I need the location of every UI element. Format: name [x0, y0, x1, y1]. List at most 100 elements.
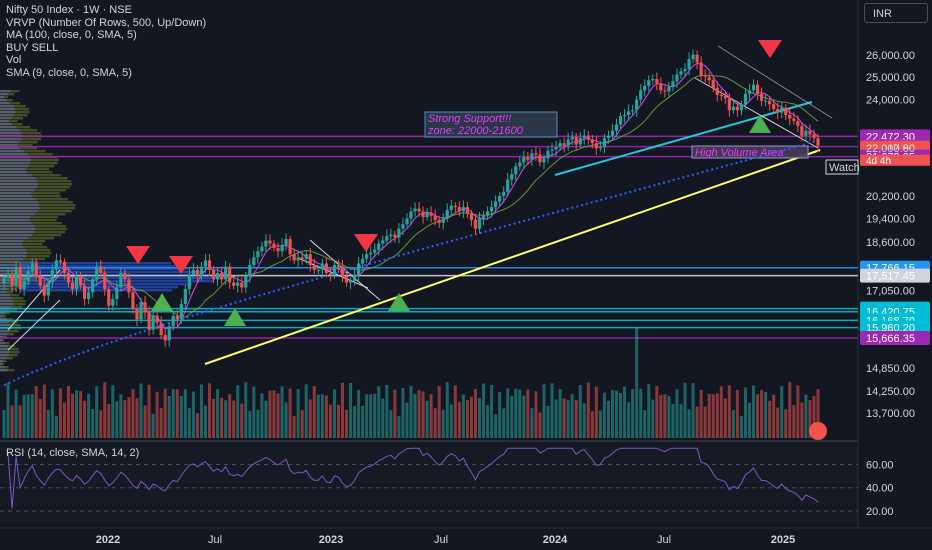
- volume-bar: [171, 388, 175, 438]
- legend-symbol[interactable]: Nifty 50 Index · 1W · NSE: [6, 4, 132, 16]
- candle-body: [131, 292, 135, 310]
- volume-bar: [401, 387, 405, 438]
- candle-body: [248, 265, 252, 277]
- volume-bar: [667, 396, 671, 438]
- candle-body: [66, 272, 71, 283]
- legend-buy-sell[interactable]: BUY SELL: [6, 41, 59, 54]
- volume-bar: [445, 382, 449, 438]
- legend-vol[interactable]: Vol: [6, 54, 22, 67]
- volume-bar: [224, 400, 228, 438]
- profile-row: [0, 258, 24, 261]
- volume-bar: [147, 384, 151, 438]
- volume-bar: [417, 390, 421, 438]
- watch-label: Watch: [829, 162, 860, 174]
- volume-bar: [623, 386, 627, 438]
- rsi-legend[interactable]: RSI (14, close, SMA, 14, 2): [6, 447, 140, 459]
- price-tick: 13,700.00: [866, 408, 915, 420]
- volume-bar: [143, 405, 147, 438]
- volume-bar: [602, 392, 606, 438]
- candle-body: [788, 114, 792, 119]
- currency-selector[interactable]: INR: [864, 3, 928, 23]
- profile-row: [30, 162, 58, 165]
- candle-body: [155, 315, 159, 323]
- profile-row: [23, 258, 45, 261]
- volume-bar: [558, 389, 562, 438]
- profile-row: [5, 312, 10, 315]
- candle-body: [82, 285, 87, 299]
- support-label: zone: 22000-21600: [427, 125, 524, 137]
- volume-bar: [208, 383, 212, 438]
- candle-body: [631, 110, 635, 112]
- profile-row: [6, 291, 13, 294]
- volume-bar: [232, 400, 236, 438]
- profile-row: [16, 126, 31, 129]
- time-tick: 2023: [319, 534, 343, 546]
- profile-row: [20, 265, 176, 268]
- profile-row: [4, 366, 9, 369]
- candle-body: [707, 76, 711, 81]
- candle-body: [812, 134, 816, 139]
- volume-bar: [610, 390, 614, 438]
- volume-bar: [421, 391, 425, 438]
- profile-row: [27, 153, 53, 156]
- volume-bar: [377, 386, 381, 438]
- candle-body: [578, 138, 582, 145]
- volume-bar: [518, 389, 522, 438]
- price-tick: 18,600.00: [866, 237, 915, 249]
- volume-bar: [79, 391, 83, 438]
- volume-bar: [22, 394, 26, 438]
- volume-bar: [764, 391, 768, 438]
- time-tick: Jul: [434, 534, 448, 546]
- candle-body: [111, 298, 115, 306]
- profile-row: [20, 286, 178, 289]
- candle-body: [453, 205, 457, 208]
- profile-row: [9, 330, 19, 333]
- chart-legend: Nifty 50 Index · 1W · NSE VRVP (Number O…: [6, 4, 206, 80]
- volume-bar: [546, 405, 550, 438]
- volume-bar: [216, 389, 220, 438]
- candle-body: [614, 124, 619, 131]
- profile-row: [15, 108, 30, 111]
- support-label: Strong Support!!!: [428, 113, 511, 125]
- profile-row: [0, 330, 10, 333]
- candle-body: [328, 272, 333, 275]
- candle-body: [115, 287, 119, 299]
- candle-body: [123, 272, 127, 280]
- profile-row: [0, 165, 29, 168]
- sell-signal-icon: [169, 256, 193, 274]
- candle-body: [232, 282, 236, 286]
- candle-body: [336, 265, 341, 267]
- volume-bar: [71, 393, 75, 438]
- legend-sma[interactable]: SMA (9, close, 0, SMA, 5): [6, 66, 132, 79]
- volume-bar: [292, 415, 296, 438]
- volume-bar: [663, 394, 667, 438]
- support-trendline: [204, 149, 821, 365]
- candle-body: [558, 143, 562, 147]
- volume-bar: [260, 393, 264, 438]
- profile-row: [0, 225, 35, 228]
- profile-row: [9, 348, 19, 351]
- profile-row: [0, 354, 10, 357]
- rsi-line: [7, 447, 819, 509]
- volume-bar: [244, 382, 248, 438]
- candle-body: [816, 138, 820, 146]
- volume-bar: [502, 408, 506, 438]
- candle-body: [87, 292, 91, 299]
- legend-vrvp[interactable]: VRVP (Number Of Rows, 500, Up/Down): [6, 16, 207, 29]
- profile-row: [0, 297, 13, 300]
- legend-ma[interactable]: MA (100, close, 0, SMA, 5): [6, 29, 137, 42]
- profile-row: [0, 123, 12, 126]
- profile-row: [0, 261, 20, 264]
- volume-bar: [99, 410, 103, 438]
- volume-bar: [534, 391, 538, 438]
- profile-row: [0, 174, 33, 177]
- volume-bar: [284, 402, 288, 438]
- candle-body: [502, 191, 506, 196]
- volume-bar: [268, 390, 272, 438]
- volume-bar: [195, 413, 199, 438]
- sma-line: [3, 74, 819, 318]
- profile-row: [0, 345, 9, 348]
- candle-body: [119, 272, 123, 288]
- volume-bar: [816, 389, 820, 438]
